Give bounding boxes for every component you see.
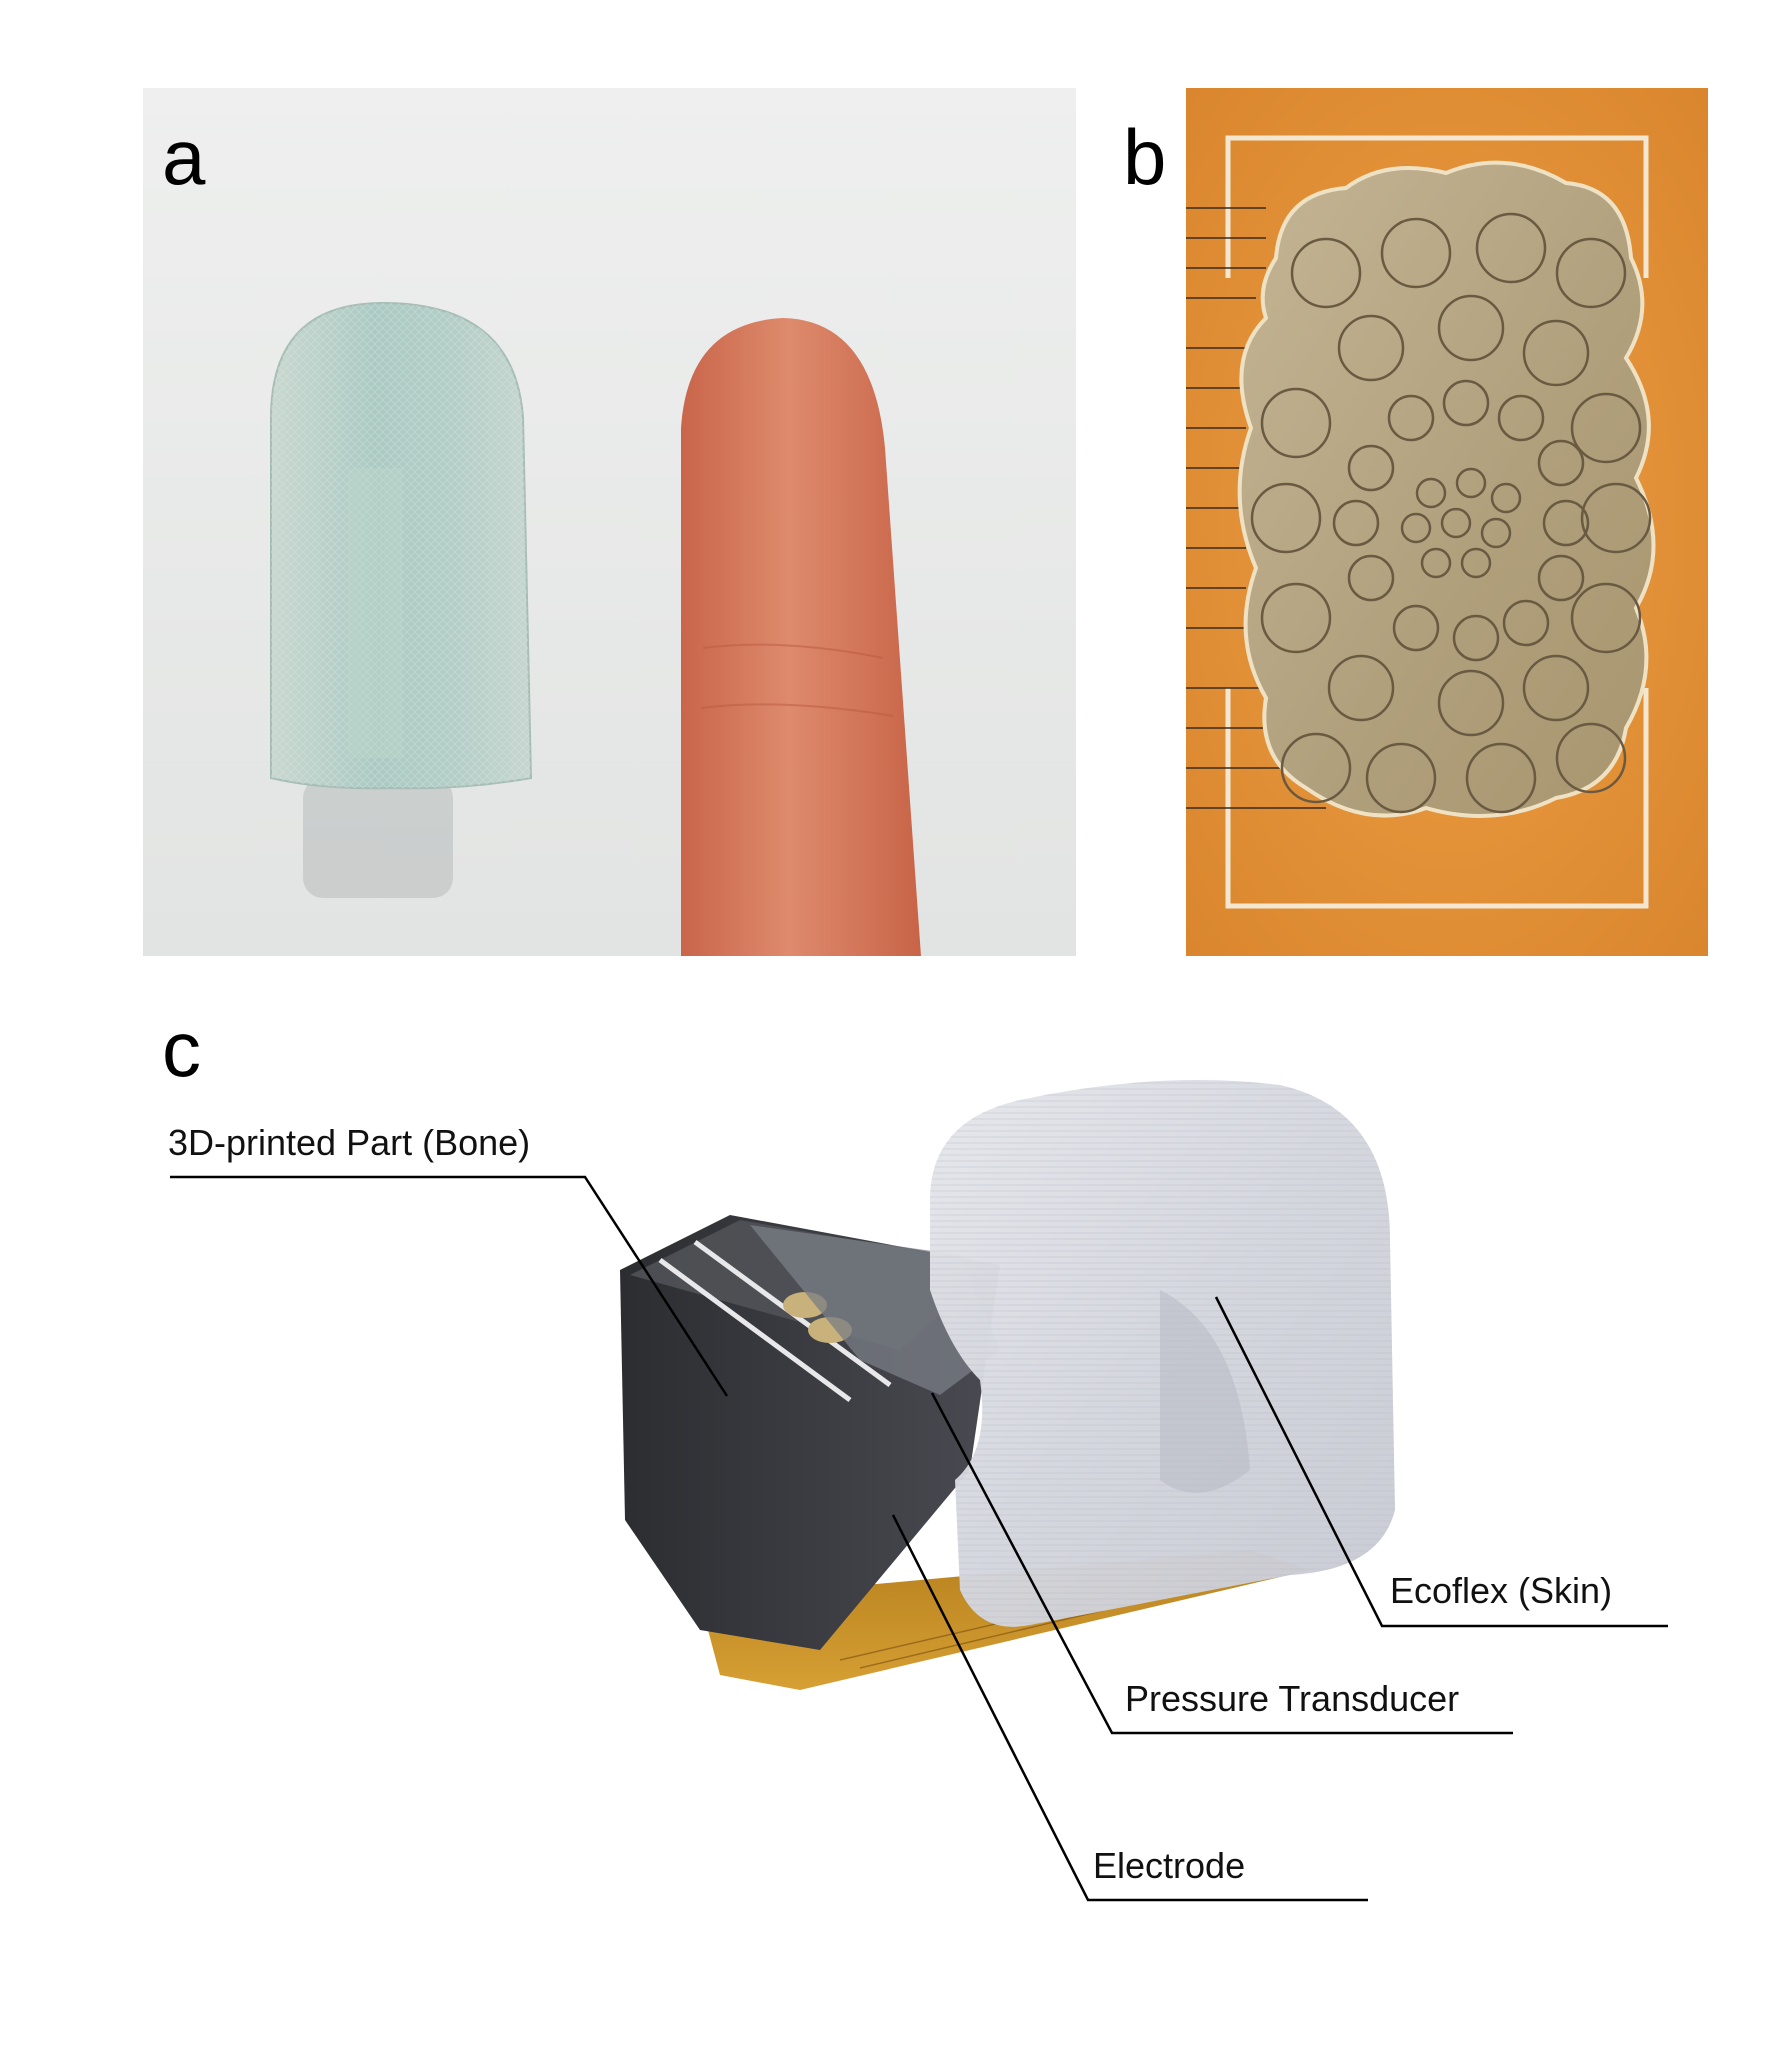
electrode-traces xyxy=(1186,207,1326,809)
leader-skin xyxy=(1214,1296,1668,1628)
panel-b-photo xyxy=(1186,88,1708,956)
label-skin: Ecoflex (Skin) xyxy=(1390,1570,1613,1611)
panel-a-letter: a xyxy=(162,113,206,201)
alignment-bracket-bottom xyxy=(1225,688,1649,909)
prototype-textured-strip xyxy=(348,468,403,758)
panel-b-image xyxy=(1186,88,1708,956)
label-bone: 3D-printed Part (Bone) xyxy=(168,1122,531,1163)
leader-electrode xyxy=(891,1514,1368,1902)
leader-transducer xyxy=(930,1392,1513,1735)
electrode-pad xyxy=(1237,160,1656,818)
label-transducer: Pressure Transducer xyxy=(1125,1678,1460,1719)
leader-bone xyxy=(170,1175,729,1397)
panel-a-image xyxy=(143,88,1076,956)
panel-c-letter: c xyxy=(162,1005,201,1093)
panel-b-letter: b xyxy=(1123,113,1167,201)
taxel-rings xyxy=(1250,212,1652,814)
prototype-shadow xyxy=(303,778,453,898)
human-finger xyxy=(681,318,921,956)
panel-a-photo xyxy=(143,88,1076,956)
label-electrode: Electrode xyxy=(1093,1845,1246,1886)
